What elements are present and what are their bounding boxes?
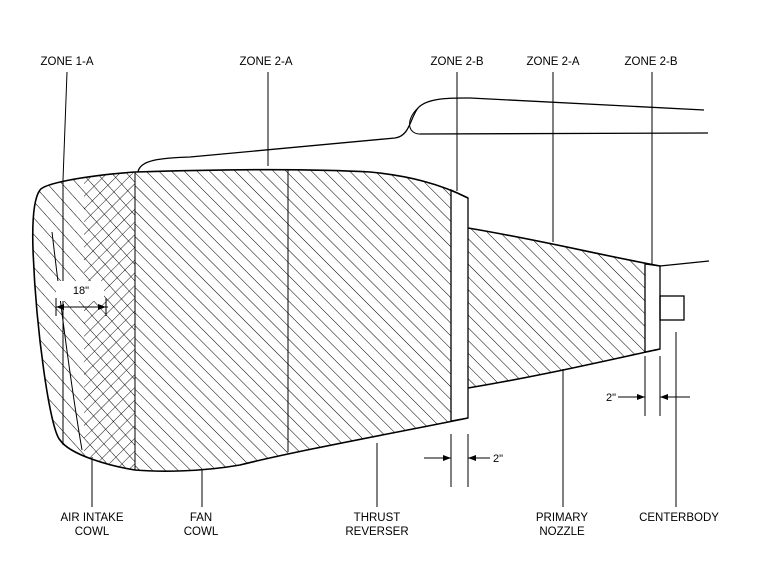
reverser-dimension: 2" xyxy=(424,434,503,487)
fan-cowl-label-line2: COWL xyxy=(184,526,219,538)
component-labels: AIR INTAKE COWL FAN COWL THRUST REVERSER… xyxy=(60,512,719,538)
fan-cowl-label-line1: FAN xyxy=(190,512,212,524)
reverser-band xyxy=(450,188,469,422)
air-intake-label-line2: COWL xyxy=(75,526,110,538)
primary-nozzle-label-line1: PRIMARY xyxy=(536,512,589,524)
thrust-reverser-label-line1: THRUST xyxy=(354,512,401,524)
zone-labels: ZONE 1-A ZONE 2-A ZONE 2-B ZONE 2-A ZONE… xyxy=(40,56,677,68)
zone-2a-fan-label: ZONE 2-A xyxy=(239,56,292,68)
zone-2b-reverser-label: ZONE 2-B xyxy=(430,56,483,68)
intake-cowl-region xyxy=(32,172,135,470)
nozzle-band xyxy=(644,263,661,353)
centerbody-shape xyxy=(659,295,685,321)
air-intake-label-line1: AIR INTAKE xyxy=(60,512,123,524)
nacelle-outline xyxy=(31,168,661,472)
reverser-dimension-label: 2" xyxy=(493,453,503,465)
intake-dimension: 18" xyxy=(55,281,108,316)
pylon xyxy=(137,97,710,267)
intake-dimension-label: 18" xyxy=(73,285,89,297)
nozzle-dimension-label: 2" xyxy=(606,392,616,404)
primary-nozzle-label-line2: NOZZLE xyxy=(539,526,585,538)
zone-1a-label: ZONE 1-A xyxy=(40,56,93,68)
fan-cowl-region xyxy=(135,169,456,472)
zone-leaders xyxy=(62,71,653,264)
zone-2b-centerbody-label: ZONE 2-B xyxy=(624,56,677,68)
zone-2a-nozzle-label: ZONE 2-A xyxy=(526,56,579,68)
component-leaders xyxy=(91,332,677,507)
thrust-reverser-label-line2: REVERSER xyxy=(345,526,408,538)
centerbody-label: CENTERBODY xyxy=(639,512,719,524)
nozzle-dimension: 2" xyxy=(606,356,690,416)
primary-nozzle-region xyxy=(468,228,645,388)
